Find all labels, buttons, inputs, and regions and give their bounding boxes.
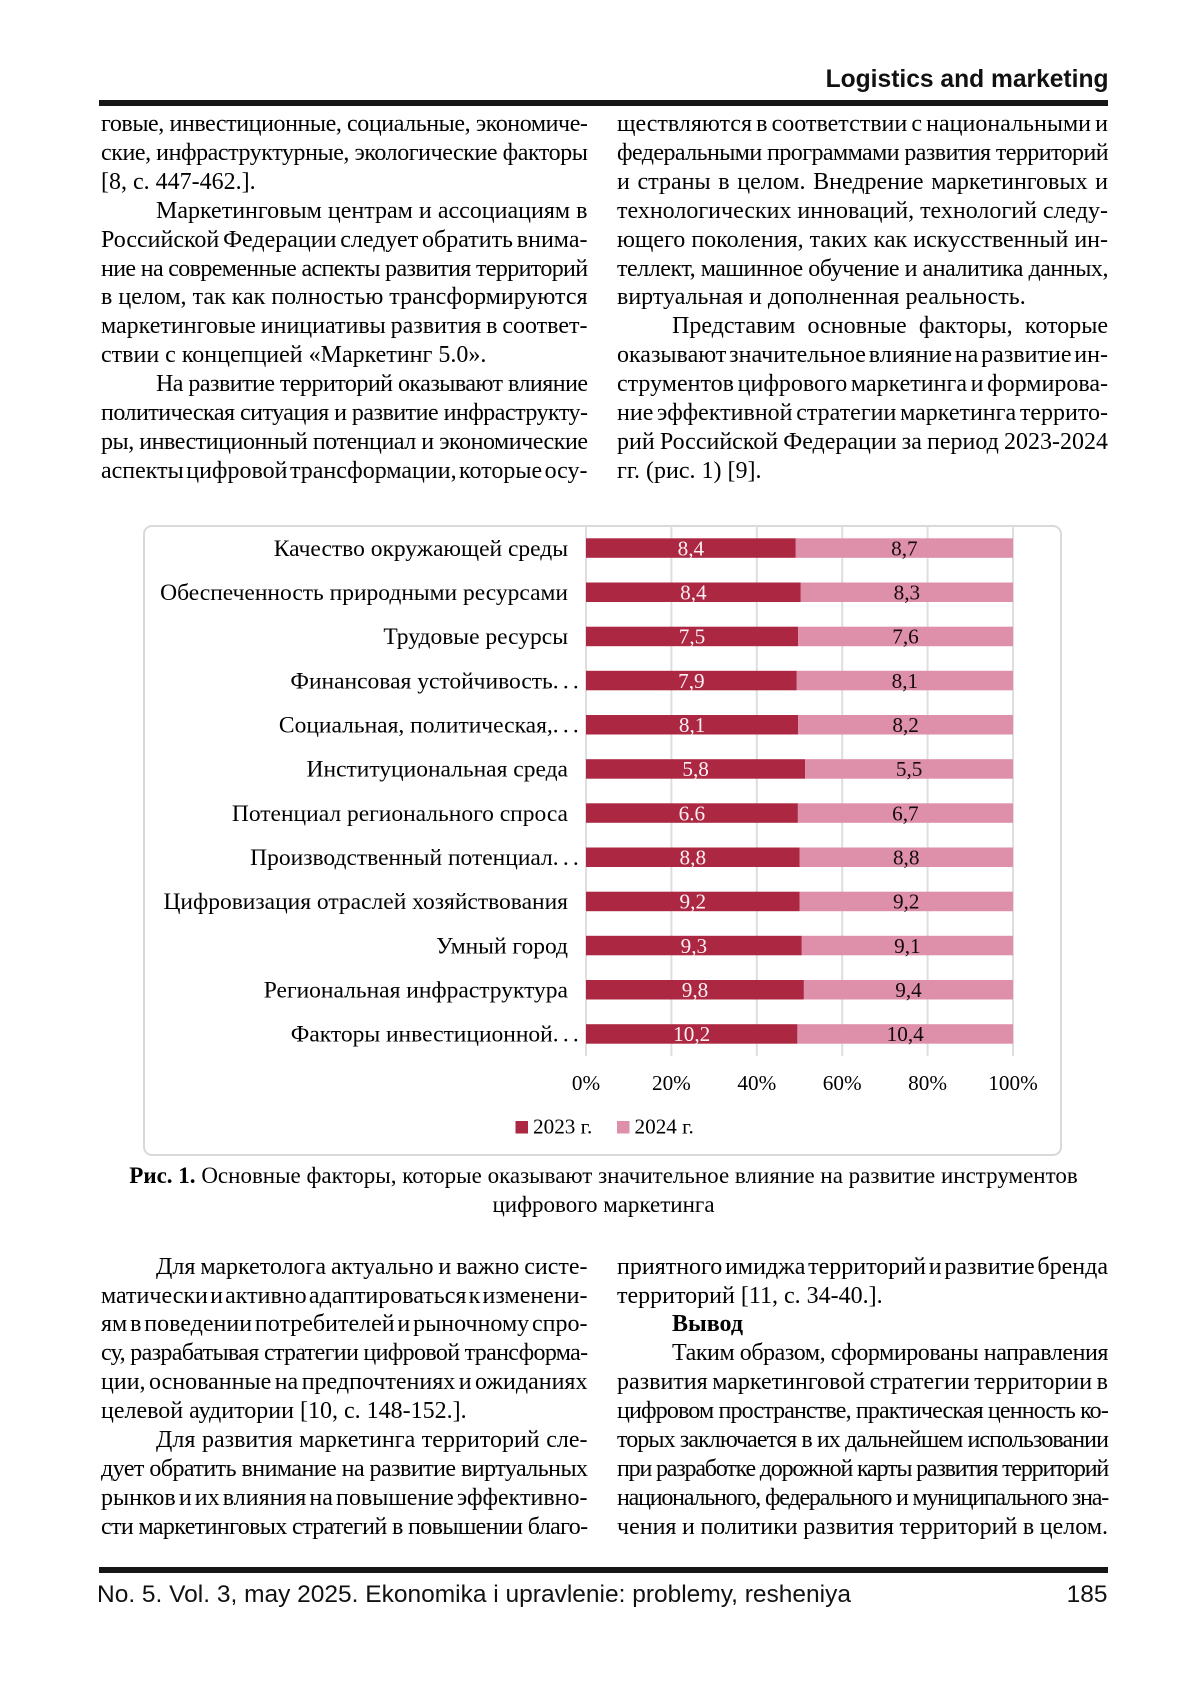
svg-text:Обеспеченность природными ресу: Обеспеченность природными ресурсами — [160, 580, 568, 606]
svg-text:8,4: 8,4 — [680, 581, 707, 605]
svg-text:6.6: 6.6 — [679, 801, 705, 825]
svg-text:9,2: 9,2 — [893, 890, 919, 914]
svg-text:Производственный потенциал...: Производственный потенциал... — [250, 845, 583, 871]
svg-text:7,6: 7,6 — [892, 625, 918, 649]
svg-text:Качество окружающей среды: Качество окружающей среды — [274, 536, 568, 562]
svg-text:10,2: 10,2 — [673, 1022, 710, 1046]
svg-text:9,8: 9,8 — [682, 978, 708, 1002]
svg-text:60%: 60% — [823, 1071, 862, 1095]
svg-text:9,2: 9,2 — [680, 890, 706, 914]
svg-text:8,4: 8,4 — [678, 536, 705, 560]
svg-text:10,4: 10,4 — [887, 1022, 924, 1046]
svg-text:8,8: 8,8 — [893, 846, 919, 870]
svg-text:Факторы инвестиционной...: Факторы инвестиционной... — [291, 1022, 583, 1048]
svg-text:8,3: 8,3 — [894, 581, 920, 605]
svg-text:Умный город: Умный город — [436, 933, 568, 959]
svg-text:Социальная, политическая,...: Социальная, политическая,... — [279, 713, 583, 739]
svg-text:20%: 20% — [652, 1071, 691, 1095]
svg-text:2023 г.: 2023 г. — [533, 1115, 592, 1139]
svg-text:8,8: 8,8 — [680, 846, 706, 870]
svg-text:Трудовые ресурсы: Трудовые ресурсы — [383, 624, 568, 650]
svg-text:Финансовая устойчивость...: Финансовая устойчивость... — [290, 668, 583, 694]
svg-text:8,2: 8,2 — [892, 713, 918, 737]
svg-text:5,8: 5,8 — [682, 757, 708, 781]
svg-text:7,5: 7,5 — [679, 625, 705, 649]
svg-text:Потенциал регионального спроса: Потенциал регионального спроса — [232, 801, 569, 827]
svg-text:5,5: 5,5 — [896, 757, 922, 781]
svg-text:9,3: 9,3 — [681, 934, 707, 958]
svg-text:9,4: 9,4 — [895, 978, 922, 1002]
svg-text:8,1: 8,1 — [679, 713, 705, 737]
svg-text:6,7: 6,7 — [892, 801, 918, 825]
svg-text:7,9: 7,9 — [678, 669, 704, 693]
svg-text:100%: 100% — [988, 1071, 1037, 1095]
svg-text:2024 г.: 2024 г. — [635, 1115, 694, 1139]
svg-text:40%: 40% — [737, 1071, 776, 1095]
svg-text:Цифровизация отраслей хозяйств: Цифровизация отраслей хозяйствования — [163, 889, 568, 915]
svg-text:0%: 0% — [572, 1071, 600, 1095]
svg-text:8,1: 8,1 — [892, 669, 918, 693]
svg-text:8,7: 8,7 — [891, 536, 917, 560]
svg-text:Институциональная среда: Институциональная среда — [307, 757, 569, 783]
svg-text:80%: 80% — [908, 1071, 947, 1095]
svg-text:9,1: 9,1 — [894, 934, 920, 958]
svg-text:Региональная инфраструктура: Региональная инфраструктура — [264, 978, 569, 1004]
